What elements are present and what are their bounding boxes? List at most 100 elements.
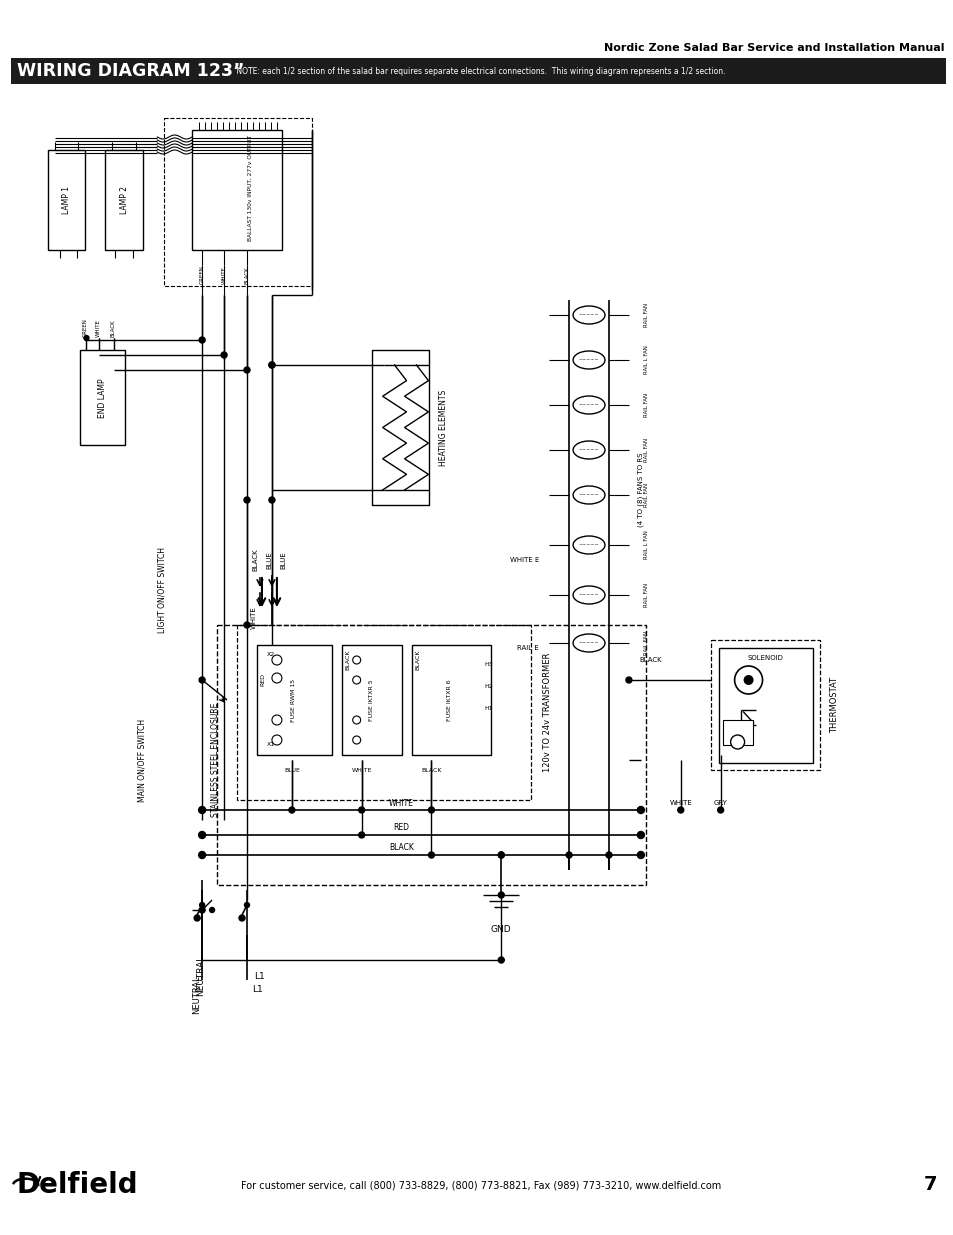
Circle shape [272, 673, 281, 683]
Circle shape [428, 806, 434, 813]
Circle shape [272, 715, 281, 725]
Circle shape [210, 908, 214, 913]
Circle shape [497, 852, 504, 858]
Circle shape [272, 735, 281, 745]
Circle shape [269, 362, 274, 368]
Ellipse shape [573, 634, 604, 652]
Circle shape [353, 736, 360, 743]
Text: GREEN: GREEN [83, 319, 88, 337]
Text: ~~~~~: ~~~~~ [578, 357, 598, 363]
Circle shape [353, 656, 360, 664]
Text: BLUE: BLUE [284, 767, 299, 773]
Text: BLACK: BLACK [244, 267, 250, 284]
Text: X2: X2 [267, 652, 274, 657]
Circle shape [244, 367, 250, 373]
Text: For customer service, call (800) 733-8829, (800) 773-8821, Fax (989) 773-3210, w: For customer service, call (800) 733-882… [241, 1179, 720, 1191]
Text: BLACK: BLACK [345, 650, 350, 671]
Bar [192, 130, 281, 249]
Circle shape [605, 852, 611, 858]
Circle shape [194, 915, 200, 921]
Text: RAIL L FAN: RAIL L FAN [643, 531, 649, 559]
Ellipse shape [573, 306, 604, 324]
Text: L1: L1 [253, 972, 264, 981]
Text: 120v TO 24v TRANSFORMER: 120v TO 24v TRANSFORMER [542, 652, 551, 772]
Circle shape [730, 735, 743, 748]
Circle shape [199, 337, 205, 343]
Circle shape [717, 806, 723, 813]
Bar [710, 640, 820, 769]
Text: BLUE: BLUE [279, 551, 286, 569]
Text: RAIL L FAN: RAIL L FAN [643, 346, 649, 374]
Bar [372, 350, 429, 505]
Text: GND: GND [491, 925, 511, 935]
Circle shape [244, 496, 250, 503]
Ellipse shape [573, 396, 604, 414]
Ellipse shape [573, 487, 604, 504]
Text: BLACK: BLACK [639, 657, 660, 663]
Text: NOTE: each 1/2 section of the salad bar requires separate electrical connections: NOTE: each 1/2 section of the salad bar … [233, 67, 725, 75]
Text: STAINLESS STEEL ENCLOSURE: STAINLESS STEEL ENCLOSURE [211, 703, 219, 818]
Circle shape [358, 832, 364, 839]
Text: H1: H1 [484, 706, 493, 711]
Text: L1: L1 [252, 986, 262, 994]
Bar [164, 119, 312, 287]
Circle shape [272, 655, 281, 664]
Text: BLACK: BLACK [421, 767, 441, 773]
Text: BLACK: BLACK [389, 844, 414, 852]
Text: LIGHT ON/OFF SWITCH: LIGHT ON/OFF SWITCH [157, 547, 167, 634]
Text: ~~~~~: ~~~~~ [578, 447, 598, 452]
Circle shape [198, 851, 206, 858]
Text: WHITE: WHITE [96, 319, 101, 337]
Text: BLACK: BLACK [415, 650, 419, 671]
Text: WIRING DIAGRAM 123”: WIRING DIAGRAM 123” [16, 62, 244, 80]
Text: (4 TO (8) FANS TO RS: (4 TO (8) FANS TO RS [637, 453, 643, 527]
Text: HEATING ELEMENTS: HEATING ELEMENTS [438, 390, 448, 466]
Circle shape [565, 852, 572, 858]
Text: FUSE IKTXR 6: FUSE IKTXR 6 [446, 679, 452, 721]
Text: LAMP 2: LAMP 2 [120, 186, 129, 214]
Circle shape [353, 676, 360, 684]
Ellipse shape [573, 351, 604, 369]
Text: WHITE: WHITE [389, 799, 414, 808]
Bar [341, 645, 401, 755]
Text: RED: RED [260, 673, 265, 687]
Text: NEUTRAL: NEUTRAL [196, 955, 205, 995]
Text: H2: H2 [484, 684, 493, 689]
Text: WHITE: WHITE [669, 800, 692, 806]
Text: RAIL FAN: RAIL FAN [643, 303, 649, 327]
Circle shape [221, 352, 227, 358]
Bar [105, 149, 143, 249]
Text: RAIL FAN: RAIL FAN [643, 393, 649, 417]
Bar [721, 720, 752, 745]
Text: MAIN ON/OFF SWITCH: MAIN ON/OFF SWITCH [137, 719, 147, 802]
Circle shape [272, 673, 281, 683]
Text: Delfield: Delfield [16, 1171, 138, 1199]
Bar [256, 645, 332, 755]
Ellipse shape [573, 585, 604, 604]
Ellipse shape [573, 536, 604, 555]
Bar [48, 149, 86, 249]
Circle shape [199, 903, 204, 908]
Circle shape [272, 655, 281, 664]
Text: ~~~~~: ~~~~~ [578, 312, 598, 317]
Text: ~~~~~: ~~~~~ [578, 641, 598, 646]
Circle shape [198, 831, 206, 839]
Text: END LAMP: END LAMP [98, 378, 107, 417]
Text: 7: 7 [923, 1176, 936, 1194]
Text: H3: H3 [484, 662, 493, 667]
Text: WHITE: WHITE [221, 266, 226, 284]
Text: WHITE: WHITE [351, 767, 372, 773]
Text: GREEN: GREEN [199, 266, 204, 284]
Text: X1: X1 [267, 742, 274, 747]
Text: BLUE: BLUE [266, 551, 272, 569]
Text: BALLAST 130v INPUT, 277v OUTPUT: BALLAST 130v INPUT, 277v OUTPUT [247, 135, 253, 241]
Text: RAIL E: RAIL E [517, 645, 538, 651]
Circle shape [353, 716, 360, 724]
Text: FUSE RWM 15: FUSE RWM 15 [291, 678, 296, 721]
Circle shape [198, 806, 206, 814]
Circle shape [497, 852, 504, 858]
Text: ~~~~~: ~~~~~ [578, 403, 598, 408]
Circle shape [742, 676, 753, 685]
Text: BLACK: BLACK [252, 548, 257, 572]
Circle shape [289, 806, 294, 813]
